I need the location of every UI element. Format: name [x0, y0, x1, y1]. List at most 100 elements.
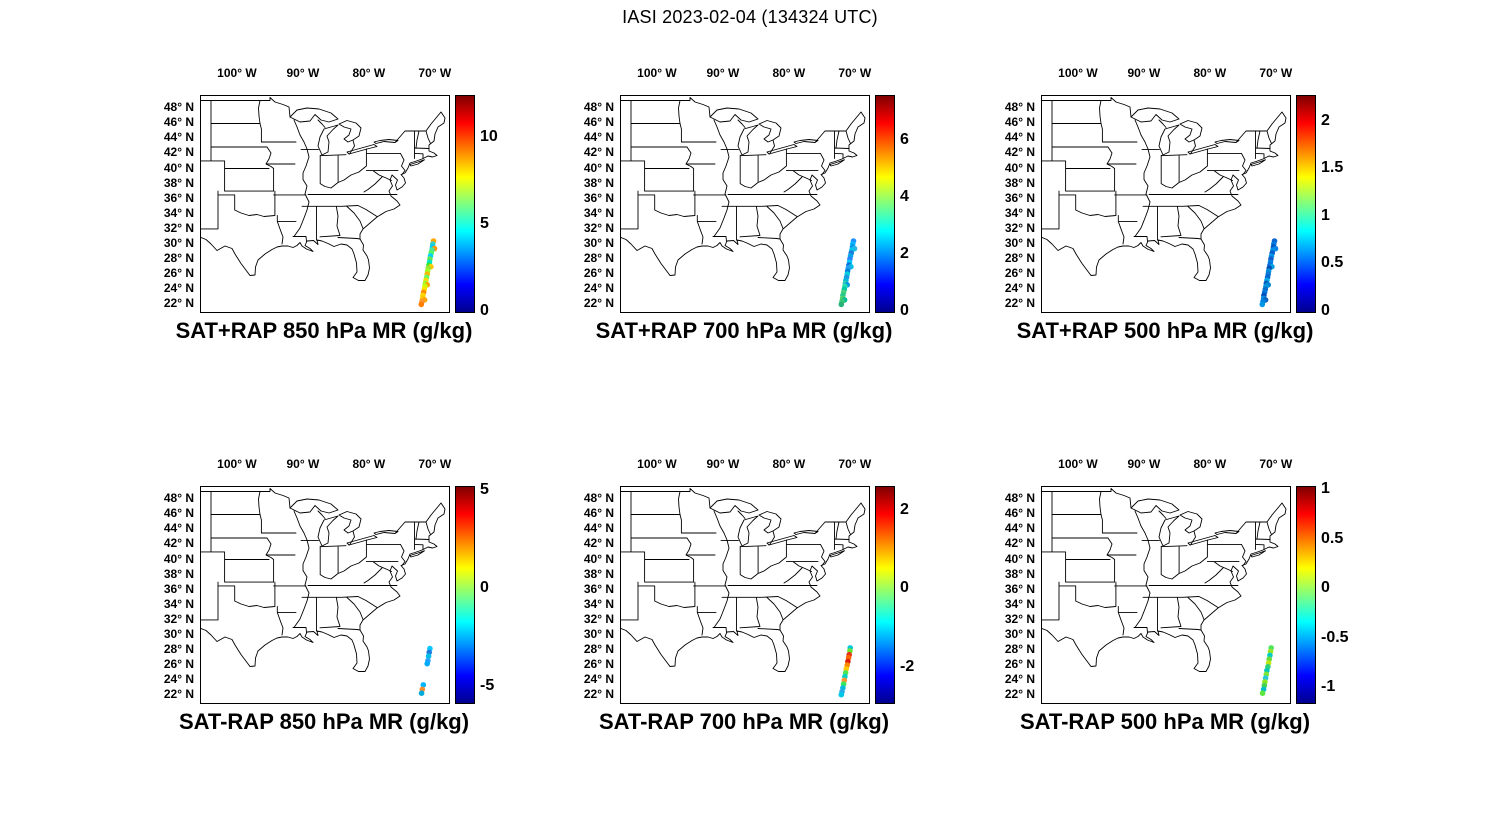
lat-tick-label: 34° N — [1004, 205, 1035, 220]
lat-tick-label: 22° N — [163, 296, 194, 311]
data-point — [838, 691, 845, 698]
scatter-points — [838, 238, 858, 308]
data-point — [1259, 301, 1266, 308]
map-panel: 100° W 90° W 80° W 70° W 48° N 46° N 44° N 42°… — [971, 451, 1391, 781]
lat-tick-label: 34° N — [1004, 596, 1035, 611]
data-point — [418, 690, 425, 696]
lat-tick-label: 24° N — [1004, 672, 1035, 687]
lat-tick-label: 42° N — [1004, 145, 1035, 160]
colorbar-tick-label: 5 — [480, 480, 489, 498]
lat-tick-label: 36° N — [1004, 581, 1035, 596]
lat-tick-label: 24° N — [583, 281, 614, 296]
lon-tick-label: 80° W — [352, 457, 386, 471]
lat-tick-label: 36° N — [583, 581, 614, 596]
lat-tick-label: 44° N — [583, 521, 614, 536]
lat-tick-label: 28° N — [1004, 642, 1035, 657]
lat-tick-label: 22° N — [1004, 296, 1035, 311]
panel-title: SAT+RAP 500 hPa MR (g/kg) — [1016, 318, 1314, 343]
lat-tick-label: 46° N — [163, 115, 194, 130]
lat-tick-label: 26° N — [583, 657, 614, 672]
colorbar-tick-label: 1 — [1321, 206, 1330, 224]
lat-tick-label: 38° N — [583, 566, 614, 581]
scatter-points — [418, 238, 438, 308]
lon-tick-label: 70° W — [838, 457, 872, 471]
colorbar-tick-label: -1 — [1321, 678, 1336, 696]
lat-tick-label: 26° N — [583, 266, 614, 281]
panel-title: SAT+RAP 850 hPa MR (g/kg) — [175, 318, 473, 343]
lat-tick-label: 42° N — [583, 536, 614, 551]
map-panel: 100° W 90° W 80° W 70° W 48° N 46° N 44° N 42°… — [971, 60, 1391, 390]
lat-tick-label: 48° N — [1004, 100, 1035, 115]
lat-tick-label: 42° N — [163, 145, 194, 160]
lat-tick-label: 44° N — [1004, 130, 1035, 145]
lat-tick-label: 44° N — [583, 130, 614, 145]
lat-tick-label: 32° N — [1004, 611, 1035, 626]
lat-tick-label: 34° N — [163, 596, 194, 611]
lon-tick-label: 100° W — [637, 457, 677, 471]
lon-tick-label: 90° W — [706, 66, 740, 80]
lat-tick-label: 40° N — [1004, 160, 1035, 175]
scatter-points — [418, 645, 433, 696]
lon-tick-label: 80° W — [1193, 66, 1227, 80]
colorbar-tick-label: 0 — [900, 579, 909, 597]
colorbar-tick-label: 5 — [480, 214, 489, 232]
lat-tick-label: 22° N — [583, 687, 614, 702]
lat-tick-label: 24° N — [583, 672, 614, 687]
lon-tick-label: 70° W — [1259, 66, 1293, 80]
scatter-points — [1259, 238, 1279, 308]
lat-tick-label: 36° N — [163, 190, 194, 205]
map-frame — [620, 486, 870, 704]
data-point — [1259, 690, 1266, 696]
lat-tick-label: 46° N — [583, 506, 614, 521]
colorbar-tick-label: 0 — [480, 579, 489, 597]
colorbar-tick-label: 4 — [900, 188, 909, 206]
lat-tick-label: 22° N — [163, 687, 194, 702]
colorbar-tick-label: -2 — [900, 657, 915, 675]
lat-tick-label: 38° N — [583, 175, 614, 190]
lat-tick-label: 34° N — [583, 205, 614, 220]
figure-title: IASI 2023-02-04 (134324 UTC) — [622, 7, 878, 27]
lat-tick-label: 24° N — [163, 672, 194, 687]
lat-tick-label: 38° N — [1004, 175, 1035, 190]
panel-title: SAT-RAP 500 hPa MR (g/kg) — [1019, 709, 1311, 734]
scatter-points — [1259, 645, 1274, 696]
lon-tick-label: 100° W — [217, 457, 257, 471]
lat-tick-label: 42° N — [583, 145, 614, 160]
lat-tick-label: 32° N — [163, 220, 194, 235]
lat-tick-label: 46° N — [1004, 506, 1035, 521]
lat-tick-label: 36° N — [1004, 190, 1035, 205]
lat-tick-label: 32° N — [583, 220, 614, 235]
lat-tick-label: 30° N — [1004, 627, 1035, 642]
colorbar-tick-label: 0 — [480, 302, 489, 319]
lon-tick-label: 90° W — [286, 457, 320, 471]
lon-tick-label: 70° W — [418, 66, 452, 80]
lat-tick-label: 40° N — [583, 551, 614, 566]
colorbar — [1296, 95, 1316, 313]
scatter-points — [838, 645, 853, 698]
data-point — [420, 682, 427, 688]
colorbar-tick-label: 1 — [1321, 479, 1330, 497]
map-panel: 100° W 90° W 80° W 70° W 48° N 46° N 44° N 42°… — [130, 451, 550, 781]
data-point — [424, 660, 430, 667]
lon-tick-label: 70° W — [838, 66, 872, 80]
lat-tick-label: 42° N — [163, 536, 194, 551]
lat-tick-label: 36° N — [583, 190, 614, 205]
lat-tick-label: 44° N — [163, 130, 194, 145]
lon-tick-label: 80° W — [772, 66, 806, 80]
lat-tick-label: 28° N — [583, 251, 614, 266]
lat-tick-label: 30° N — [1004, 236, 1035, 251]
lat-tick-label: 40° N — [163, 551, 194, 566]
colorbar-tick-label: -5 — [480, 677, 495, 695]
map-frame — [200, 486, 450, 704]
lat-tick-label: 48° N — [163, 100, 194, 115]
panel-title: SAT+RAP 700 hPa MR (g/kg) — [595, 318, 893, 343]
lat-tick-label: 24° N — [163, 281, 194, 296]
lon-tick-label: 90° W — [1127, 66, 1161, 80]
lat-tick-label: 28° N — [583, 642, 614, 657]
lat-tick-label: 38° N — [163, 175, 194, 190]
data-point — [838, 301, 845, 308]
colorbar — [455, 95, 475, 313]
lat-tick-label: 48° N — [1004, 491, 1035, 506]
map-frame — [1041, 486, 1291, 704]
